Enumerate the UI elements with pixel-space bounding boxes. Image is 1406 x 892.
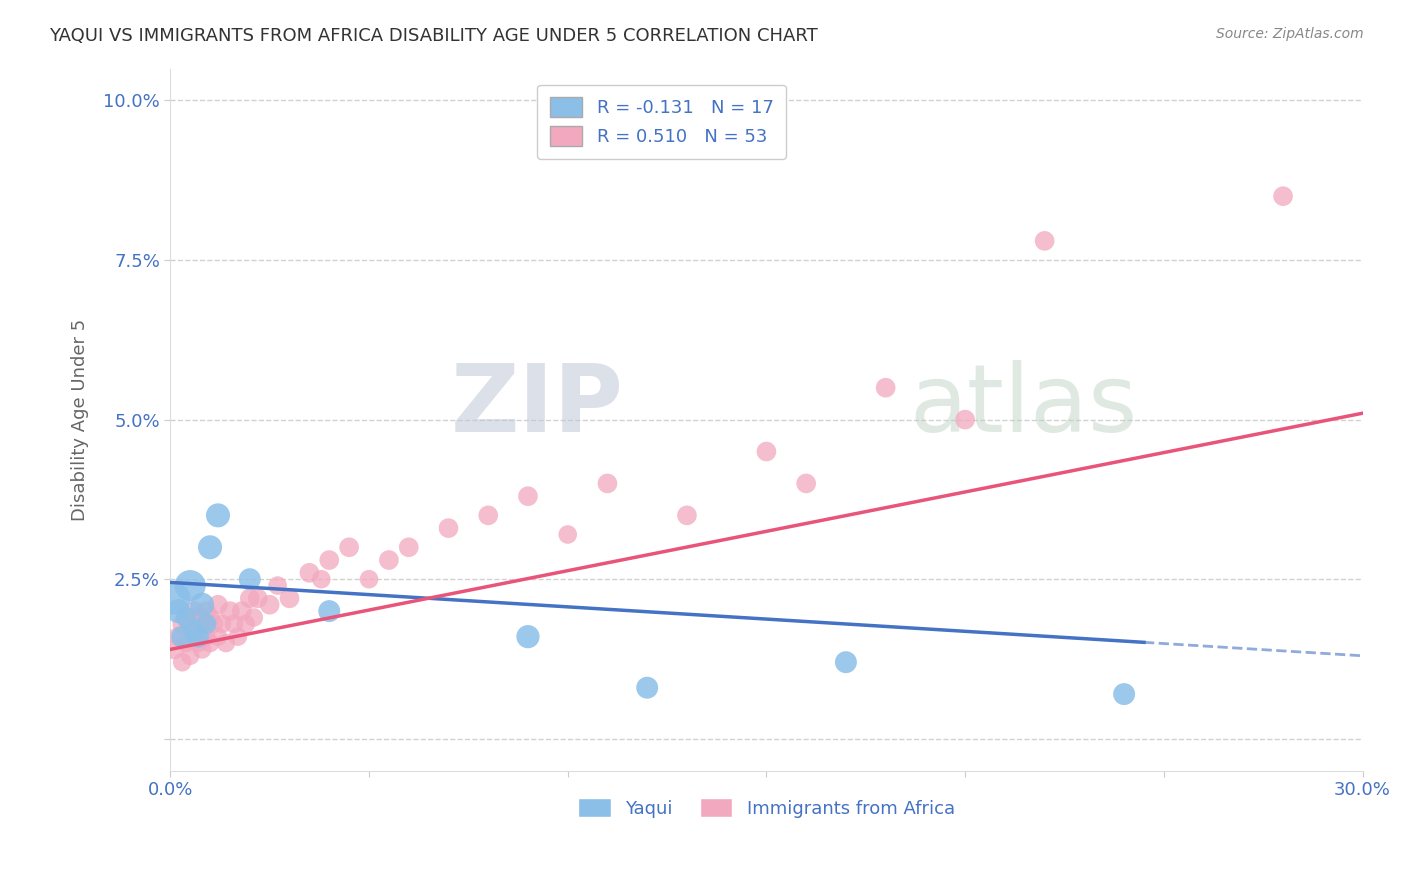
Point xyxy=(202,616,225,631)
Point xyxy=(167,604,190,618)
Point xyxy=(835,655,858,669)
Point xyxy=(246,591,269,606)
Point xyxy=(1114,687,1136,701)
Point xyxy=(676,508,699,523)
Point xyxy=(207,508,229,523)
Point xyxy=(179,616,201,631)
Point xyxy=(195,630,218,644)
Point xyxy=(953,412,976,426)
Point xyxy=(378,553,401,567)
Point xyxy=(187,610,209,624)
Point xyxy=(226,630,249,644)
Point xyxy=(398,541,420,555)
Point xyxy=(278,591,301,606)
Point xyxy=(219,604,242,618)
Point xyxy=(191,642,214,657)
Point xyxy=(596,476,619,491)
Point xyxy=(172,630,194,644)
Point xyxy=(337,541,360,555)
Point xyxy=(174,610,197,624)
Point xyxy=(318,553,340,567)
Text: ZIP: ZIP xyxy=(450,359,623,451)
Point xyxy=(1033,234,1056,248)
Point xyxy=(163,642,186,657)
Point xyxy=(636,681,658,695)
Point xyxy=(195,616,218,631)
Point xyxy=(191,616,214,631)
Point xyxy=(231,604,253,618)
Point xyxy=(211,616,233,631)
Point xyxy=(207,598,229,612)
Point xyxy=(198,636,221,650)
Point xyxy=(179,648,201,663)
Point xyxy=(167,630,190,644)
Point xyxy=(198,541,221,555)
Point xyxy=(235,616,257,631)
Point xyxy=(187,636,209,650)
Point xyxy=(172,616,194,631)
Point xyxy=(174,636,197,650)
Point xyxy=(183,624,205,638)
Point xyxy=(183,630,205,644)
Point xyxy=(517,630,540,644)
Point xyxy=(437,521,460,535)
Point xyxy=(215,636,238,650)
Point xyxy=(191,598,214,612)
Point xyxy=(207,630,229,644)
Point xyxy=(755,444,778,458)
Legend: Yaqui, Immigrants from Africa: Yaqui, Immigrants from Africa xyxy=(571,790,962,825)
Point xyxy=(187,630,209,644)
Y-axis label: Disability Age Under 5: Disability Age Under 5 xyxy=(72,318,89,521)
Point xyxy=(298,566,321,580)
Point xyxy=(239,591,262,606)
Point xyxy=(477,508,499,523)
Point xyxy=(195,604,218,618)
Text: YAQUI VS IMMIGRANTS FROM AFRICA DISABILITY AGE UNDER 5 CORRELATION CHART: YAQUI VS IMMIGRANTS FROM AFRICA DISABILI… xyxy=(49,27,818,45)
Point xyxy=(311,572,333,586)
Point xyxy=(198,610,221,624)
Text: atlas: atlas xyxy=(910,359,1137,451)
Point xyxy=(259,598,281,612)
Point xyxy=(517,489,540,503)
Point xyxy=(163,591,186,606)
Point xyxy=(174,610,197,624)
Point xyxy=(357,572,380,586)
Point xyxy=(242,610,264,624)
Point xyxy=(318,604,340,618)
Point xyxy=(875,381,897,395)
Point xyxy=(239,572,262,586)
Point xyxy=(172,655,194,669)
Point xyxy=(794,476,817,491)
Point xyxy=(183,604,205,618)
Point xyxy=(557,527,579,541)
Text: Source: ZipAtlas.com: Source: ZipAtlas.com xyxy=(1216,27,1364,41)
Point xyxy=(222,616,245,631)
Point xyxy=(266,578,288,592)
Point xyxy=(179,578,201,592)
Point xyxy=(1272,189,1295,203)
